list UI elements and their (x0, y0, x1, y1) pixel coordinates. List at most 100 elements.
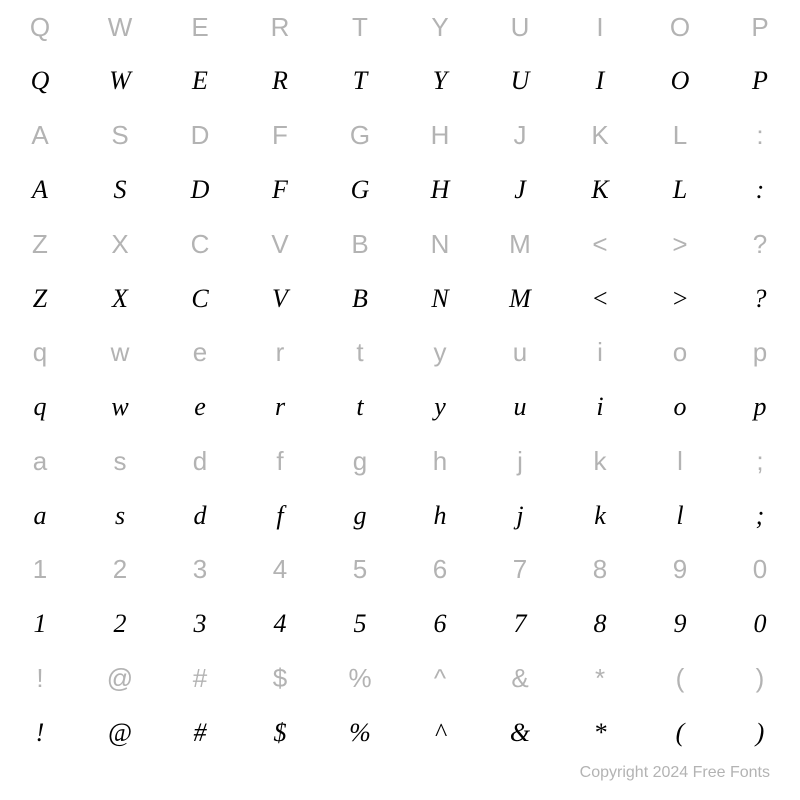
char-cell: o (640, 380, 720, 434)
char-cell: O (640, 54, 720, 108)
char-cell: e (160, 380, 240, 434)
reference-char: : (756, 120, 763, 151)
char-cell: G (320, 109, 400, 163)
char-cell: ! (0, 706, 80, 760)
reference-char: P (751, 12, 768, 43)
char-cell: U (480, 54, 560, 108)
char-cell: C (160, 271, 240, 325)
char-cell: N (400, 271, 480, 325)
char-cell: H (400, 109, 480, 163)
char-cell: 1 (0, 597, 80, 651)
char-cell: ) (720, 651, 800, 705)
reference-char: H (431, 120, 450, 151)
char-cell: ; (720, 434, 800, 488)
char-cell: & (480, 706, 560, 760)
char-cell: % (320, 651, 400, 705)
char-cell: a (0, 489, 80, 543)
reference-char: 3 (193, 554, 207, 585)
script-char: @ (108, 718, 132, 748)
char-cell: f (240, 434, 320, 488)
char-cell: J (480, 163, 560, 217)
script-char: a (34, 501, 47, 531)
char-cell: o (640, 326, 720, 380)
char-cell: ? (720, 271, 800, 325)
reference-char: 6 (433, 554, 447, 585)
reference-char: U (511, 12, 530, 43)
char-cell: ( (640, 706, 720, 760)
script-char: r (275, 392, 285, 422)
script-char: I (596, 66, 605, 96)
script-char: 4 (274, 609, 287, 639)
script-char: A (32, 175, 48, 205)
script-char: & (510, 718, 530, 748)
reference-char: > (672, 229, 687, 260)
char-cell: H (400, 163, 480, 217)
reference-char: % (348, 663, 371, 694)
char-cell: R (240, 0, 320, 54)
char-cell: W (80, 0, 160, 54)
char-cell: # (160, 651, 240, 705)
script-char: V (272, 284, 288, 314)
reference-char: I (596, 12, 603, 43)
char-cell: 4 (240, 597, 320, 651)
reference-char: M (509, 229, 531, 260)
char-cell: 0 (720, 597, 800, 651)
char-cell: l (640, 489, 720, 543)
char-cell: w (80, 380, 160, 434)
script-char: R (272, 66, 288, 96)
char-cell: V (240, 271, 320, 325)
reference-char: 2 (113, 554, 127, 585)
char-cell: < (560, 217, 640, 271)
char-cell: A (0, 163, 80, 217)
char-cell: ! (0, 651, 80, 705)
char-cell: y (400, 380, 480, 434)
reference-char: f (276, 446, 283, 477)
reference-char: ! (36, 663, 43, 694)
reference-char: F (272, 120, 288, 151)
char-cell: Q (0, 54, 80, 108)
char-cell: 3 (160, 543, 240, 597)
reference-char: p (753, 337, 767, 368)
script-char: 7 (514, 609, 527, 639)
char-cell: 3 (160, 597, 240, 651)
char-cell: k (560, 489, 640, 543)
script-char: 5 (354, 609, 367, 639)
reference-char: O (670, 12, 690, 43)
char-cell: i (560, 326, 640, 380)
char-cell: L (640, 109, 720, 163)
script-char: 1 (34, 609, 47, 639)
char-cell: O (640, 0, 720, 54)
reference-char: q (33, 337, 47, 368)
reference-char: $ (273, 663, 287, 694)
char-cell: j (480, 489, 560, 543)
reference-char: # (193, 663, 207, 694)
script-char: H (431, 175, 450, 205)
char-cell: 4 (240, 543, 320, 597)
script-char: f (276, 501, 283, 531)
character-map-grid: QWERTYUIOPQWERTYUIOPASDFGHJKL:ASDFGHJKL:… (0, 0, 800, 760)
char-cell: d (160, 434, 240, 488)
char-cell: # (160, 706, 240, 760)
reference-char: 0 (753, 554, 767, 585)
char-cell: 9 (640, 597, 720, 651)
reference-char: D (191, 120, 210, 151)
script-char: B (352, 284, 368, 314)
char-cell: J (480, 109, 560, 163)
script-char: S (114, 175, 127, 205)
script-char: d (194, 501, 207, 531)
char-cell: 0 (720, 543, 800, 597)
reference-char: A (31, 120, 48, 151)
char-cell: E (160, 0, 240, 54)
script-char: k (594, 501, 606, 531)
script-char: t (356, 392, 363, 422)
char-cell: Z (0, 217, 80, 271)
script-char: # (194, 718, 207, 748)
char-cell: L (640, 163, 720, 217)
char-cell: M (480, 217, 560, 271)
char-cell: F (240, 163, 320, 217)
char-cell: X (80, 217, 160, 271)
char-cell: V (240, 217, 320, 271)
char-cell: P (720, 0, 800, 54)
char-cell: ^ (400, 651, 480, 705)
reference-char: S (111, 120, 128, 151)
